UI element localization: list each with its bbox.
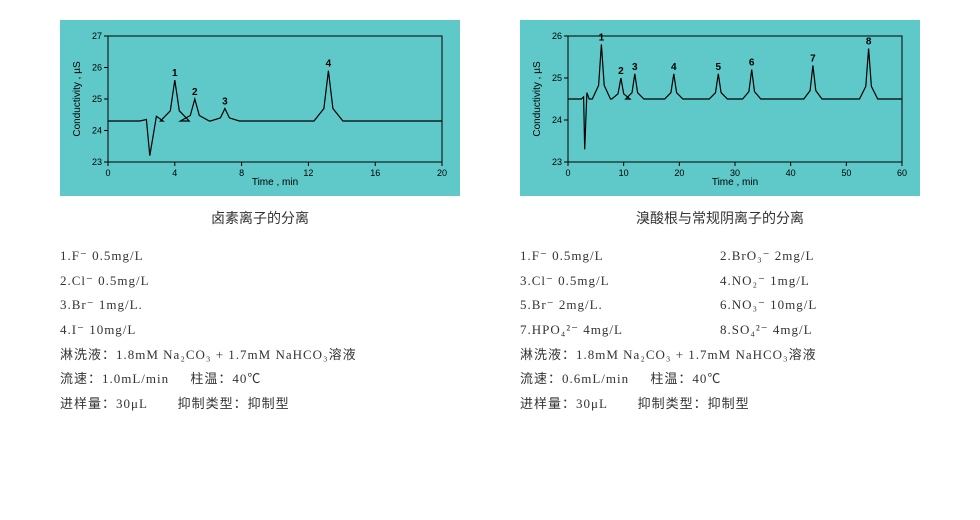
svg-text:16: 16 xyxy=(370,168,380,178)
right-info: 1.F⁻ 0.5mg/L 2.BrO₃⁻ 2mg/L 3.Cl⁻ 0.5mg/L… xyxy=(520,244,920,417)
left-panel: 0481216202324252627Time , minConductivit… xyxy=(60,20,460,417)
svg-text:8: 8 xyxy=(866,37,872,48)
svg-text:4: 4 xyxy=(671,62,677,73)
svg-text:23: 23 xyxy=(92,157,102,167)
right-temp: 柱温：40℃ xyxy=(650,371,721,386)
svg-text:20: 20 xyxy=(674,168,684,178)
right-chromatogram-chart: 010203040506023242526Time , minConductiv… xyxy=(528,28,912,188)
svg-text:0: 0 xyxy=(105,168,110,178)
svg-text:8: 8 xyxy=(239,168,244,178)
svg-text:Conductivity , µS: Conductivity , µS xyxy=(532,61,543,137)
svg-text:26: 26 xyxy=(552,31,562,41)
svg-text:7: 7 xyxy=(810,53,816,64)
right-inject: 进样量：30μL xyxy=(520,396,608,411)
left-suppress: 抑制类型：抑制型 xyxy=(178,396,290,411)
left-item-1: 1.F⁻ 0.5mg/L xyxy=(60,244,460,269)
right-item-3: 3.Cl⁻ 0.5mg/L xyxy=(520,269,720,294)
svg-text:Time , min: Time , min xyxy=(712,177,758,188)
svg-text:50: 50 xyxy=(841,168,851,178)
right-item-6: 6.NO₃⁻ 10mg/L xyxy=(720,293,920,318)
left-temp: 柱温：40℃ xyxy=(190,371,261,386)
left-caption: 卤素离子的分离 xyxy=(60,208,460,228)
right-caption: 溴酸根与常规阴离子的分离 xyxy=(520,208,920,228)
right-panel: 010203040506023242526Time , minConductiv… xyxy=(520,20,920,417)
svg-text:5: 5 xyxy=(716,62,722,73)
left-info: 1.F⁻ 0.5mg/L 2.Cl⁻ 0.5mg/L 3.Br⁻ 1mg/L. … xyxy=(60,244,460,417)
right-item-7: 7.HPO₄²⁻ 4mg/L xyxy=(520,318,720,343)
svg-text:2: 2 xyxy=(192,87,198,98)
left-flow: 流速：1.0mL/min xyxy=(60,371,169,386)
svg-text:2: 2 xyxy=(618,66,624,77)
panel-container: 0481216202324252627Time , minConductivit… xyxy=(40,20,940,417)
left-eluent: 淋洗液：1.8mM Na₂CO₃ + 1.7mM NaHCO₃溶液 xyxy=(60,343,460,368)
right-eluent: 淋洗液：1.8mM Na₂CO₃ + 1.7mM NaHCO₃溶液 xyxy=(520,343,920,368)
svg-text:3: 3 xyxy=(222,96,228,107)
left-item-4: 4.I⁻ 10mg/L xyxy=(60,318,460,343)
svg-text:27: 27 xyxy=(92,31,102,41)
right-item-2: 2.BrO₃⁻ 2mg/L xyxy=(720,244,920,269)
svg-text:1: 1 xyxy=(172,68,178,79)
right-item-5: 5.Br⁻ 2mg/L. xyxy=(520,293,720,318)
svg-text:24: 24 xyxy=(92,126,102,136)
svg-text:4: 4 xyxy=(172,168,177,178)
svg-text:25: 25 xyxy=(552,73,562,83)
svg-text:20: 20 xyxy=(437,168,447,178)
svg-text:26: 26 xyxy=(92,63,102,73)
svg-text:1: 1 xyxy=(599,32,605,43)
svg-text:60: 60 xyxy=(897,168,907,178)
right-item-1: 1.F⁻ 0.5mg/L xyxy=(520,244,720,269)
svg-text:10: 10 xyxy=(619,168,629,178)
left-chromatogram-chart: 0481216202324252627Time , minConductivit… xyxy=(68,28,452,188)
svg-text:Conductivity , µS: Conductivity , µS xyxy=(72,61,83,137)
right-item-8: 8.SO₄²⁻ 4mg/L xyxy=(720,318,920,343)
right-flow: 流速：0.6mL/min xyxy=(520,371,629,386)
svg-text:25: 25 xyxy=(92,94,102,104)
svg-text:24: 24 xyxy=(552,115,562,125)
left-item-2: 2.Cl⁻ 0.5mg/L xyxy=(60,269,460,294)
svg-text:40: 40 xyxy=(786,168,796,178)
svg-text:6: 6 xyxy=(749,58,755,69)
svg-text:Time , min: Time , min xyxy=(252,177,298,188)
svg-text:4: 4 xyxy=(326,59,332,70)
svg-text:0: 0 xyxy=(565,168,570,178)
left-chart-box: 0481216202324252627Time , minConductivit… xyxy=(60,20,460,196)
left-inject: 进样量：30μL xyxy=(60,396,148,411)
left-item-3: 3.Br⁻ 1mg/L. xyxy=(60,293,460,318)
svg-text:3: 3 xyxy=(632,62,638,73)
right-chart-box: 010203040506023242526Time , minConductiv… xyxy=(520,20,920,196)
right-item-4: 4.NO₂⁻ 1mg/L xyxy=(720,269,920,294)
right-suppress: 抑制类型：抑制型 xyxy=(638,396,750,411)
svg-text:23: 23 xyxy=(552,157,562,167)
svg-text:12: 12 xyxy=(303,168,313,178)
